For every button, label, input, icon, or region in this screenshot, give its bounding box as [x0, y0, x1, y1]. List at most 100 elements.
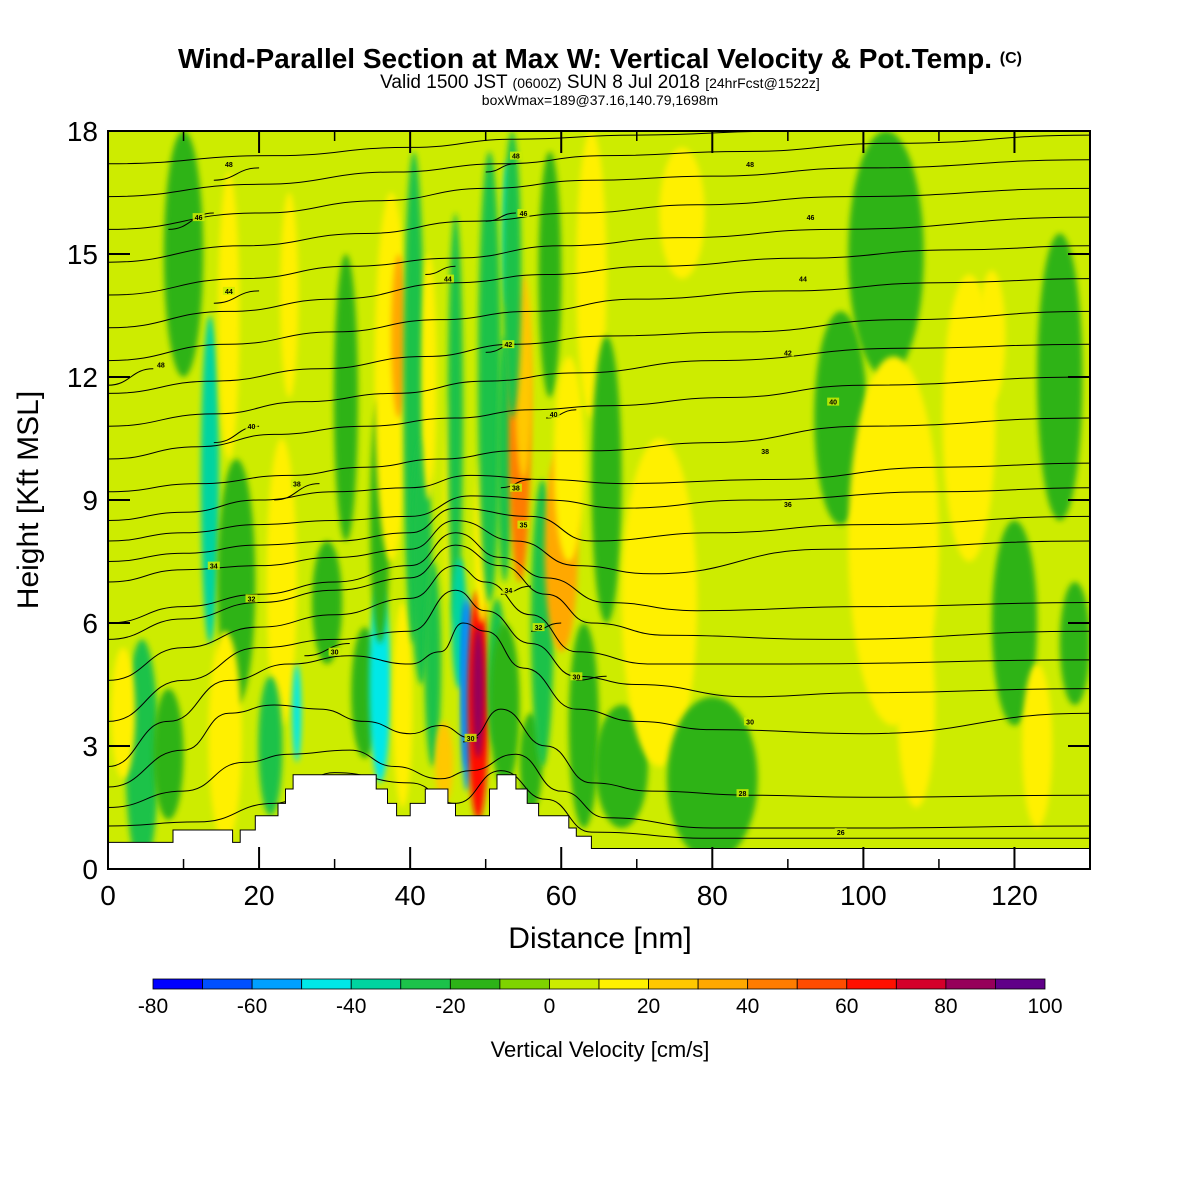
velocity-cell [280, 192, 299, 398]
velocity-cell [897, 602, 936, 808]
isentrope-label-bg [502, 586, 515, 595]
colorbar-swatch [945, 978, 996, 990]
isentrope-label-bg [736, 789, 749, 798]
velocity-cell [200, 315, 220, 644]
y-tick-label: 3 [82, 731, 98, 762]
y-axis-label: Height [Kft MSL] [12, 390, 45, 610]
velocity-cell [391, 254, 407, 418]
isentrope-label-bg [547, 409, 560, 418]
isentrope-label: 34 [504, 588, 512, 595]
colorbar-swatch [995, 978, 1046, 990]
isentrope-label: 46 [195, 215, 203, 222]
isentrope-label-bg [759, 446, 772, 455]
isentrope-contours: 2426283032343536384042444648484038464844… [108, 131, 1090, 860]
colorbar-tick-label: -60 [237, 995, 267, 1018]
colorbar-tick-label: 80 [934, 995, 957, 1018]
velocity-cell [424, 561, 442, 767]
isentrope-line [108, 343, 1090, 427]
isentrope-label-bg [744, 159, 757, 168]
velocity-cell [1022, 664, 1053, 828]
velocity-cell [153, 688, 184, 820]
isentrope-label: 30 [467, 736, 475, 743]
colorbar-swatch [648, 978, 699, 990]
isentrope-label: 26 [837, 830, 845, 837]
colorbar: -80 -60 -40 -20 0 20 40 60 80 100 [138, 978, 1063, 1018]
isentrope-label-bg [744, 717, 757, 726]
isentrope-line [425, 265, 456, 275]
isentrope-label: 30 [572, 674, 580, 681]
valid-time: Valid 1500 JST [380, 72, 508, 93]
colorbar-tick-label: 60 [835, 995, 858, 1018]
colorbar-swatch [598, 978, 649, 990]
forecast-info: [24hrFcst@1522z] [705, 75, 820, 91]
isentrope-line [168, 212, 214, 230]
y-tick-label: 9 [82, 485, 98, 516]
isentrope-label: 35 [520, 523, 528, 530]
isentrope-line [108, 187, 1090, 263]
isentrope-label: 38 [512, 486, 520, 493]
colorbar-swatch [400, 978, 451, 990]
isentrope-line [108, 532, 1090, 624]
isentrope-label-bg [464, 733, 477, 742]
chart-title-text: Wind-Parallel Section at Max W: Vertical… [177, 43, 993, 74]
x-tick-label: 100 [840, 880, 887, 911]
plot-frame [107, 130, 1091, 870]
colorbar-swatch [697, 978, 749, 990]
isentrope-label: 44 [444, 277, 452, 284]
isentrope-line [108, 216, 1090, 296]
velocity-cell [292, 664, 302, 763]
velocity-cell [848, 131, 924, 377]
colorbar-tick-label: 40 [736, 995, 759, 1018]
isentrope-label-bg [509, 151, 522, 160]
isentrope-label: 32 [535, 625, 543, 632]
velocity-cell [472, 627, 485, 759]
colorbar-swatch [747, 978, 798, 990]
isentrope-line [108, 159, 1090, 230]
x-tick-label: 80 [697, 880, 728, 911]
isentrope-label: 36 [784, 502, 792, 509]
colorbar-swatch [846, 978, 897, 990]
isentrope-label: 30 [746, 719, 754, 726]
velocity-cell [218, 172, 240, 459]
isentrope-label-bg [827, 397, 840, 406]
isentrope-label-bg [781, 348, 794, 357]
velocity-cell [489, 623, 520, 787]
colorbar-swatch [796, 978, 848, 990]
velocity-cell [576, 131, 607, 418]
colorbar-swatch [895, 978, 947, 990]
isentrope-label-bg [245, 594, 258, 603]
colorbar-tick-label: -40 [336, 995, 366, 1018]
isentrope-label-bg [532, 623, 545, 632]
isentrope-label-bg [222, 286, 235, 295]
isentrope-label-bg [192, 213, 205, 222]
isentrope-label: 32 [248, 596, 256, 603]
y-tick-label: 18 [67, 116, 98, 147]
utc-time: (0600Z) [512, 75, 562, 91]
isentrope-label-bg [154, 360, 167, 369]
isentrope-label: 42 [784, 350, 792, 357]
y-tick-label: 15 [67, 239, 98, 270]
isentrope-line [108, 417, 1090, 493]
isentrope-label-bg [207, 561, 220, 570]
colorbar-swatch [152, 978, 203, 990]
isentrope-label-bg [796, 274, 809, 283]
velocity-cell [978, 270, 1006, 402]
isentrope-label-bg [517, 209, 530, 217]
velocity-cell [659, 147, 705, 279]
velocity-cell [666, 696, 758, 861]
colorbar-tick-label: 0 [544, 995, 556, 1018]
isentrope-label-bg [804, 213, 817, 222]
velocity-cell [435, 721, 454, 804]
velocity-cell [595, 705, 649, 828]
x-tick-label: 60 [546, 880, 577, 911]
velocity-cell [333, 254, 359, 541]
isentrope-line [108, 310, 1090, 394]
isentrope-label: 38 [293, 482, 301, 489]
y-tick-label: 0 [82, 854, 98, 885]
plot-area: 2426283032343536384042444648484038464844… [108, 131, 1090, 869]
colorbar-tick-label: -20 [435, 995, 465, 1018]
isentrope-label-bg [290, 479, 303, 488]
isentrope-line [108, 589, 1090, 722]
isentrope-line [108, 368, 154, 386]
